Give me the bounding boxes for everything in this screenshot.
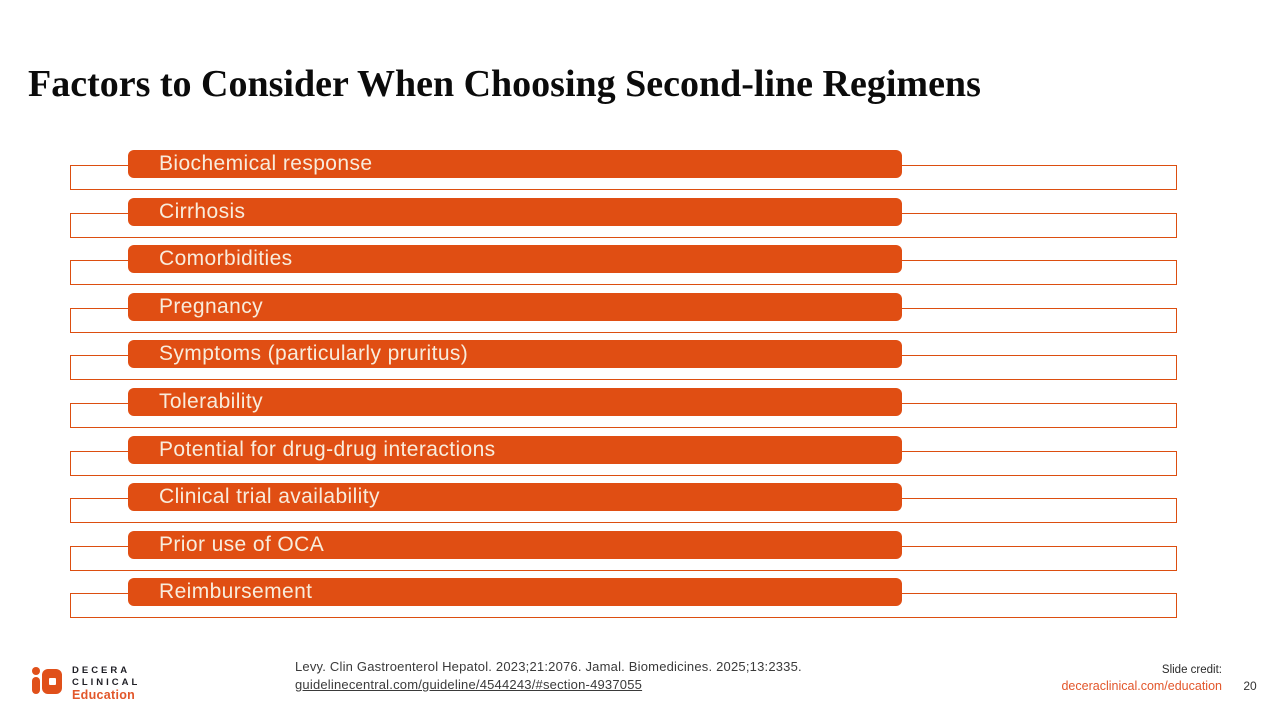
factor-bar: Clinical trial availability	[128, 483, 902, 512]
page-number: 20	[1243, 679, 1257, 693]
factor-row: Potential for drug-drug interactions	[0, 435, 1280, 478]
factor-row: Biochemical response	[0, 150, 1280, 192]
slide-credit-link[interactable]: deceraclinical.com/education	[1061, 679, 1222, 693]
factor-bar: Potential for drug-drug interactions	[128, 435, 902, 464]
factor-label: Potential for drug-drug interactions	[159, 437, 496, 461]
factor-bar: Cirrhosis	[128, 197, 902, 226]
decera-logo: DECERA CLINICAL Education	[32, 664, 140, 702]
factor-label: Tolerability	[159, 390, 264, 413]
factor-row: Prior use of OCA	[0, 530, 1280, 573]
factor-label: Reimbursement	[159, 580, 313, 604]
slide-credit: Slide credit: deceraclinical.com/educati…	[1061, 662, 1222, 694]
factor-bar: Prior use of OCA	[128, 530, 902, 559]
logo-word-education: Education	[72, 688, 136, 702]
factor-label: Clinical trial availability	[159, 485, 380, 509]
factor-row: Comorbidities	[0, 245, 1280, 287]
decera-logo-icon	[32, 664, 62, 696]
factor-bar: Pregnancy	[128, 292, 902, 321]
factor-row: Symptoms (particularly pruritus)	[0, 340, 1280, 382]
factor-bar: Tolerability	[128, 388, 902, 416]
factor-label: Pregnancy	[159, 294, 263, 318]
page-title: Factors to Consider When Choosing Second…	[28, 63, 981, 105]
factor-label: Prior use of OCA	[159, 532, 325, 556]
decera-logo-text: DECERA CLINICAL Education	[72, 664, 140, 702]
guideline-link[interactable]: guidelinecentral.com/guideline/4544243/#…	[295, 677, 643, 692]
factor-row: Pregnancy	[0, 292, 1280, 335]
factor-label: Symptoms (particularly pruritus)	[159, 342, 469, 366]
factor-bar: Reimbursement	[128, 578, 902, 607]
factor-label: Cirrhosis	[159, 199, 246, 223]
factor-row: Cirrhosis	[0, 197, 1280, 240]
citation-line1: Levy. Clin Gastroenterol Hepatol. 2023;2…	[295, 659, 802, 674]
citation: Levy. Clin Gastroenterol Hepatol. 2023;2…	[295, 658, 802, 694]
factor-bar: Biochemical response	[128, 150, 902, 178]
slide-credit-label: Slide credit:	[1161, 664, 1222, 676]
factor-bar: Comorbidities	[128, 245, 902, 274]
factor-row: Reimbursement	[0, 578, 1280, 620]
factor-row: Clinical trial availability	[0, 483, 1280, 525]
logo-word-clinical: CLINICAL	[72, 676, 141, 688]
logo-word-decera: DECERA	[72, 665, 131, 676]
factor-row: Tolerability	[0, 388, 1280, 430]
factor-label: Biochemical response	[159, 152, 373, 175]
factor-rows: Biochemical response Cirrhosis Comorbiditi…	[0, 150, 1280, 630]
factor-label: Comorbidities	[159, 247, 293, 271]
factor-bar: Symptoms (particularly pruritus)	[128, 340, 902, 369]
